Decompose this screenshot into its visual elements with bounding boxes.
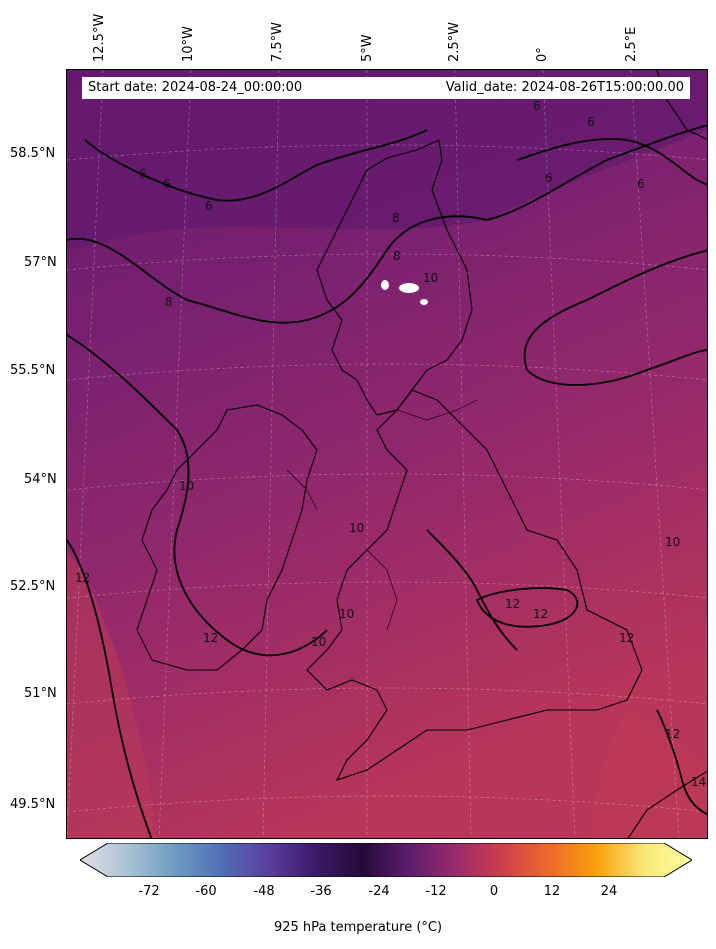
colorbar-tick: -48 xyxy=(253,884,275,899)
contour-label: 12 xyxy=(533,607,548,621)
graticule xyxy=(67,70,707,838)
colorbar-tick: -60 xyxy=(195,884,217,899)
colorbar-tick: 12 xyxy=(543,884,561,899)
coastlines xyxy=(136,70,707,838)
contour-label: 6 xyxy=(163,177,171,191)
isotherms xyxy=(67,124,707,838)
contour-label: 14 xyxy=(691,775,706,789)
lon-label: 0° xyxy=(535,47,550,62)
lon-label: 2.5°W xyxy=(447,21,462,62)
lat-label: 51°N xyxy=(24,686,57,701)
isotherm-14 xyxy=(656,709,707,816)
contour-label: 12 xyxy=(665,727,680,741)
contour-label: 10 xyxy=(349,521,364,535)
contour-label: 8 xyxy=(393,249,401,263)
contour-label: 8 xyxy=(392,211,400,225)
missing-data-patch xyxy=(381,280,428,305)
contour-label: 10 xyxy=(179,479,194,493)
contour-label: 6 xyxy=(139,167,147,181)
cool-region-north xyxy=(67,70,707,250)
contour-label: 6 xyxy=(533,99,541,113)
contour-label: 6 xyxy=(545,171,553,185)
contour-label: 10 xyxy=(423,271,438,285)
valid-date: Valid_date: 2024-08-26T15:00:00.00 xyxy=(445,80,684,95)
lat-label: 52.5°N xyxy=(10,579,56,594)
contour-label: 12 xyxy=(505,597,520,611)
contour-label: 10 xyxy=(339,607,354,621)
isotherm-6-north xyxy=(84,129,428,202)
colorbar-tick: -72 xyxy=(138,884,160,899)
borders xyxy=(286,399,478,631)
colorbar-tick: -24 xyxy=(368,884,390,899)
info-header: Start date: 2024-08-24_00:00:00 Valid_da… xyxy=(82,77,690,99)
lon-label: 7.5°W xyxy=(270,21,285,62)
start-date: Start date: 2024-08-24_00:00:00 xyxy=(88,80,303,95)
isotherm-10-west xyxy=(67,334,328,657)
map-panel[interactable]: 6 6 6 6 6 6 6 8 8 8 10 10 10 10 10 10 12… xyxy=(66,69,708,839)
colorbar-title: 925 hPa temperature (°C) xyxy=(273,920,443,935)
isotherm-12-east xyxy=(475,587,579,628)
isotherm-8 xyxy=(67,124,707,324)
isotherm-12-west xyxy=(67,539,153,838)
isotherm-6-ne xyxy=(516,138,707,186)
isotherm-10-center xyxy=(426,529,518,651)
colorbar-body xyxy=(79,842,693,878)
lon-label: 5°W xyxy=(360,34,375,62)
lon-label: 12.5°W xyxy=(92,13,107,62)
contour-label: 10 xyxy=(311,635,326,649)
contour-label: 6 xyxy=(587,115,595,129)
lat-label: 57°N xyxy=(24,255,57,270)
contour-label-group: 6 6 6 6 6 6 6 8 8 8 10 10 10 10 10 10 12… xyxy=(75,99,706,789)
contour-label: 8 xyxy=(165,295,173,309)
colorbar xyxy=(79,842,693,878)
warm-region-southeast xyxy=(587,710,707,838)
colorbar-graphic xyxy=(79,842,693,878)
contour-label: 6 xyxy=(205,199,213,213)
lat-label: 55.5°N xyxy=(10,363,56,378)
colorbar-tick: -12 xyxy=(425,884,447,899)
contour-label: 6 xyxy=(637,177,645,191)
lat-label: 58.5°N xyxy=(10,146,56,161)
colorbar-tick: 0 xyxy=(489,884,499,899)
contour-label: 12 xyxy=(203,631,218,645)
temperature-map: 6 6 6 6 6 6 6 8 8 8 10 10 10 10 10 10 12… xyxy=(67,70,707,838)
contour-label: 12 xyxy=(619,631,634,645)
lat-label: 54°N xyxy=(24,472,57,487)
isotherm-8-east xyxy=(523,249,707,386)
lon-label: 2.5°E xyxy=(624,26,639,62)
contour-label: 12 xyxy=(75,571,90,585)
colorbar-tick: -36 xyxy=(310,884,332,899)
lat-label: 49.5°N xyxy=(10,797,56,812)
contour-label: 10 xyxy=(665,535,680,549)
lon-label: 10°W xyxy=(181,26,196,62)
colorbar-tick: 24 xyxy=(600,884,618,899)
